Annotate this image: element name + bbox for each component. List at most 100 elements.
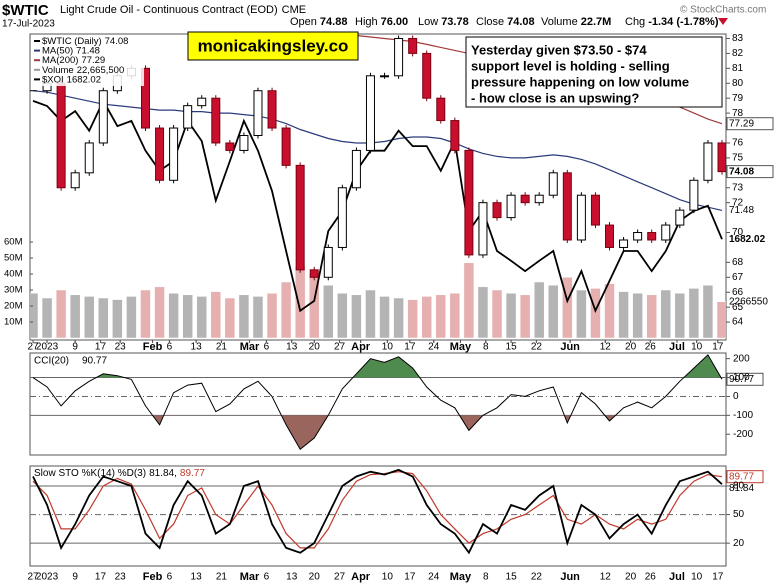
legend-entry: $WTIC (Daily) 74.08 [42,36,128,47]
x-tick-label: 8 [483,572,489,583]
cci-tick-label: -100 [733,410,753,421]
sto-d-value: 89.77 [180,468,205,479]
x-tick-label: 10 [382,342,394,353]
legend-entry: Volume 22,665,500 [42,64,124,75]
candle [478,202,488,256]
sto-tick-label: 50 [733,509,745,520]
note-line: - how close is an upswing? [471,90,639,105]
y-tick-label: 64 [732,317,744,328]
x-tick-label: 20 [309,342,321,353]
site-label: monicakingsley.co [198,36,349,55]
volume-bar [407,299,418,339]
candle [281,127,291,166]
x-tick-label: Jun [560,571,580,583]
volume-tick-label: 50M [4,253,23,264]
y-tick-label: 70 [732,227,744,238]
cci-tick-label: 0 [733,391,739,402]
x-tick-label: 24 [428,572,440,583]
x-tick-label: 26 [645,572,657,583]
x-tick-label: 17 [404,342,416,353]
x-tick-label: Jun [560,341,580,353]
quote-label: Close [476,16,504,28]
x-tick-label: Apr [351,341,371,353]
x-tick-label: 22 [531,342,543,353]
y-tick-label: 81 [732,63,744,74]
quote-item: Close 74.08 [476,16,535,28]
volume-bar [519,294,531,339]
candle [253,90,263,137]
x-tick-label: 23 [115,572,127,583]
x-tick-label: 21 [216,342,228,353]
x-tick-label: 12 [600,342,612,353]
candle [394,37,404,77]
candle [323,246,333,278]
volume-bar [280,281,292,339]
sto-frame [29,465,727,567]
volume-tick-label: 20M [4,301,23,312]
x-tick-label: 10 [382,572,394,583]
quote-item: Chg -1.34 (-1.78%) [625,16,719,28]
x-tick-label: May [450,571,472,583]
cci-legend: CCI(20) [34,356,69,367]
x-tick-label: 17 [95,572,107,583]
volume-bar [30,292,39,339]
sto-tick-label: 80 [733,481,745,492]
legend-value: 22,665,500 [77,64,125,75]
sto-line [32,471,723,549]
volume-bar [576,289,587,339]
volume-bar [477,286,489,339]
quote: Open 74.88 High 76.00 Low 73.78 Close 74.08 Volu… [290,16,719,28]
edge-label: 89.77 [729,471,754,482]
volume-bar [533,281,545,339]
volume-bar [365,289,376,339]
volume-bar [604,283,615,339]
candle [351,149,361,189]
candle [436,97,446,122]
x-tick-label: 6 [264,572,270,583]
volume-tick-label: 60M [4,237,23,248]
y-tick-label: 76 [732,138,744,149]
date: 17-Jul-2023 [2,19,55,30]
x-tick-label: 10 [691,572,703,583]
x-tick-label: Feb [143,571,163,583]
candle [605,224,615,248]
volume-bar [421,296,432,339]
y-tick-label: 67 [732,272,744,283]
sto-k-value: 81.84, [149,468,177,479]
volume-bar [83,296,95,339]
x-tick-label: 15 [506,342,518,353]
main-frame [29,33,727,341]
x-tick-label: 9 [72,342,78,353]
x-tick-label: Apr [351,571,371,583]
quote-value: 22.7M [581,16,612,28]
volume-bar [491,289,503,339]
x-tick-label: Mar [240,341,260,353]
volume-bar [112,299,123,339]
symbol: $WTIC [2,2,49,19]
note-line: pressure happening on low volume [471,74,689,89]
subtitle: Light Crude Oil - Continuous Contract (E… [60,4,306,16]
x-tick-label: 8 [483,342,489,353]
y-tick-label: 66 [732,287,744,298]
candle [576,194,586,241]
candle [689,179,699,211]
volume-bar [449,292,461,339]
x-tick-label: 13 [286,572,298,583]
quote-label: Low [418,16,438,28]
x-tick-label: 6 [264,342,270,353]
quote-value: 74.08 [507,16,535,28]
legend-entry: MA(50) 71.48 [42,45,100,56]
volume-bar [55,289,67,339]
candle [211,97,221,144]
candle [590,194,600,226]
candle [506,194,516,219]
candle [365,75,375,151]
edge-label: 81.84 [729,483,754,494]
volume-bar [632,292,643,339]
legend-value: 71.48 [76,45,100,56]
x-tick-label: 6 [167,572,173,583]
legend-name: Volume [42,64,74,75]
y-tick-label: 82 [732,48,744,59]
x-tick-label: 26 [645,342,657,353]
